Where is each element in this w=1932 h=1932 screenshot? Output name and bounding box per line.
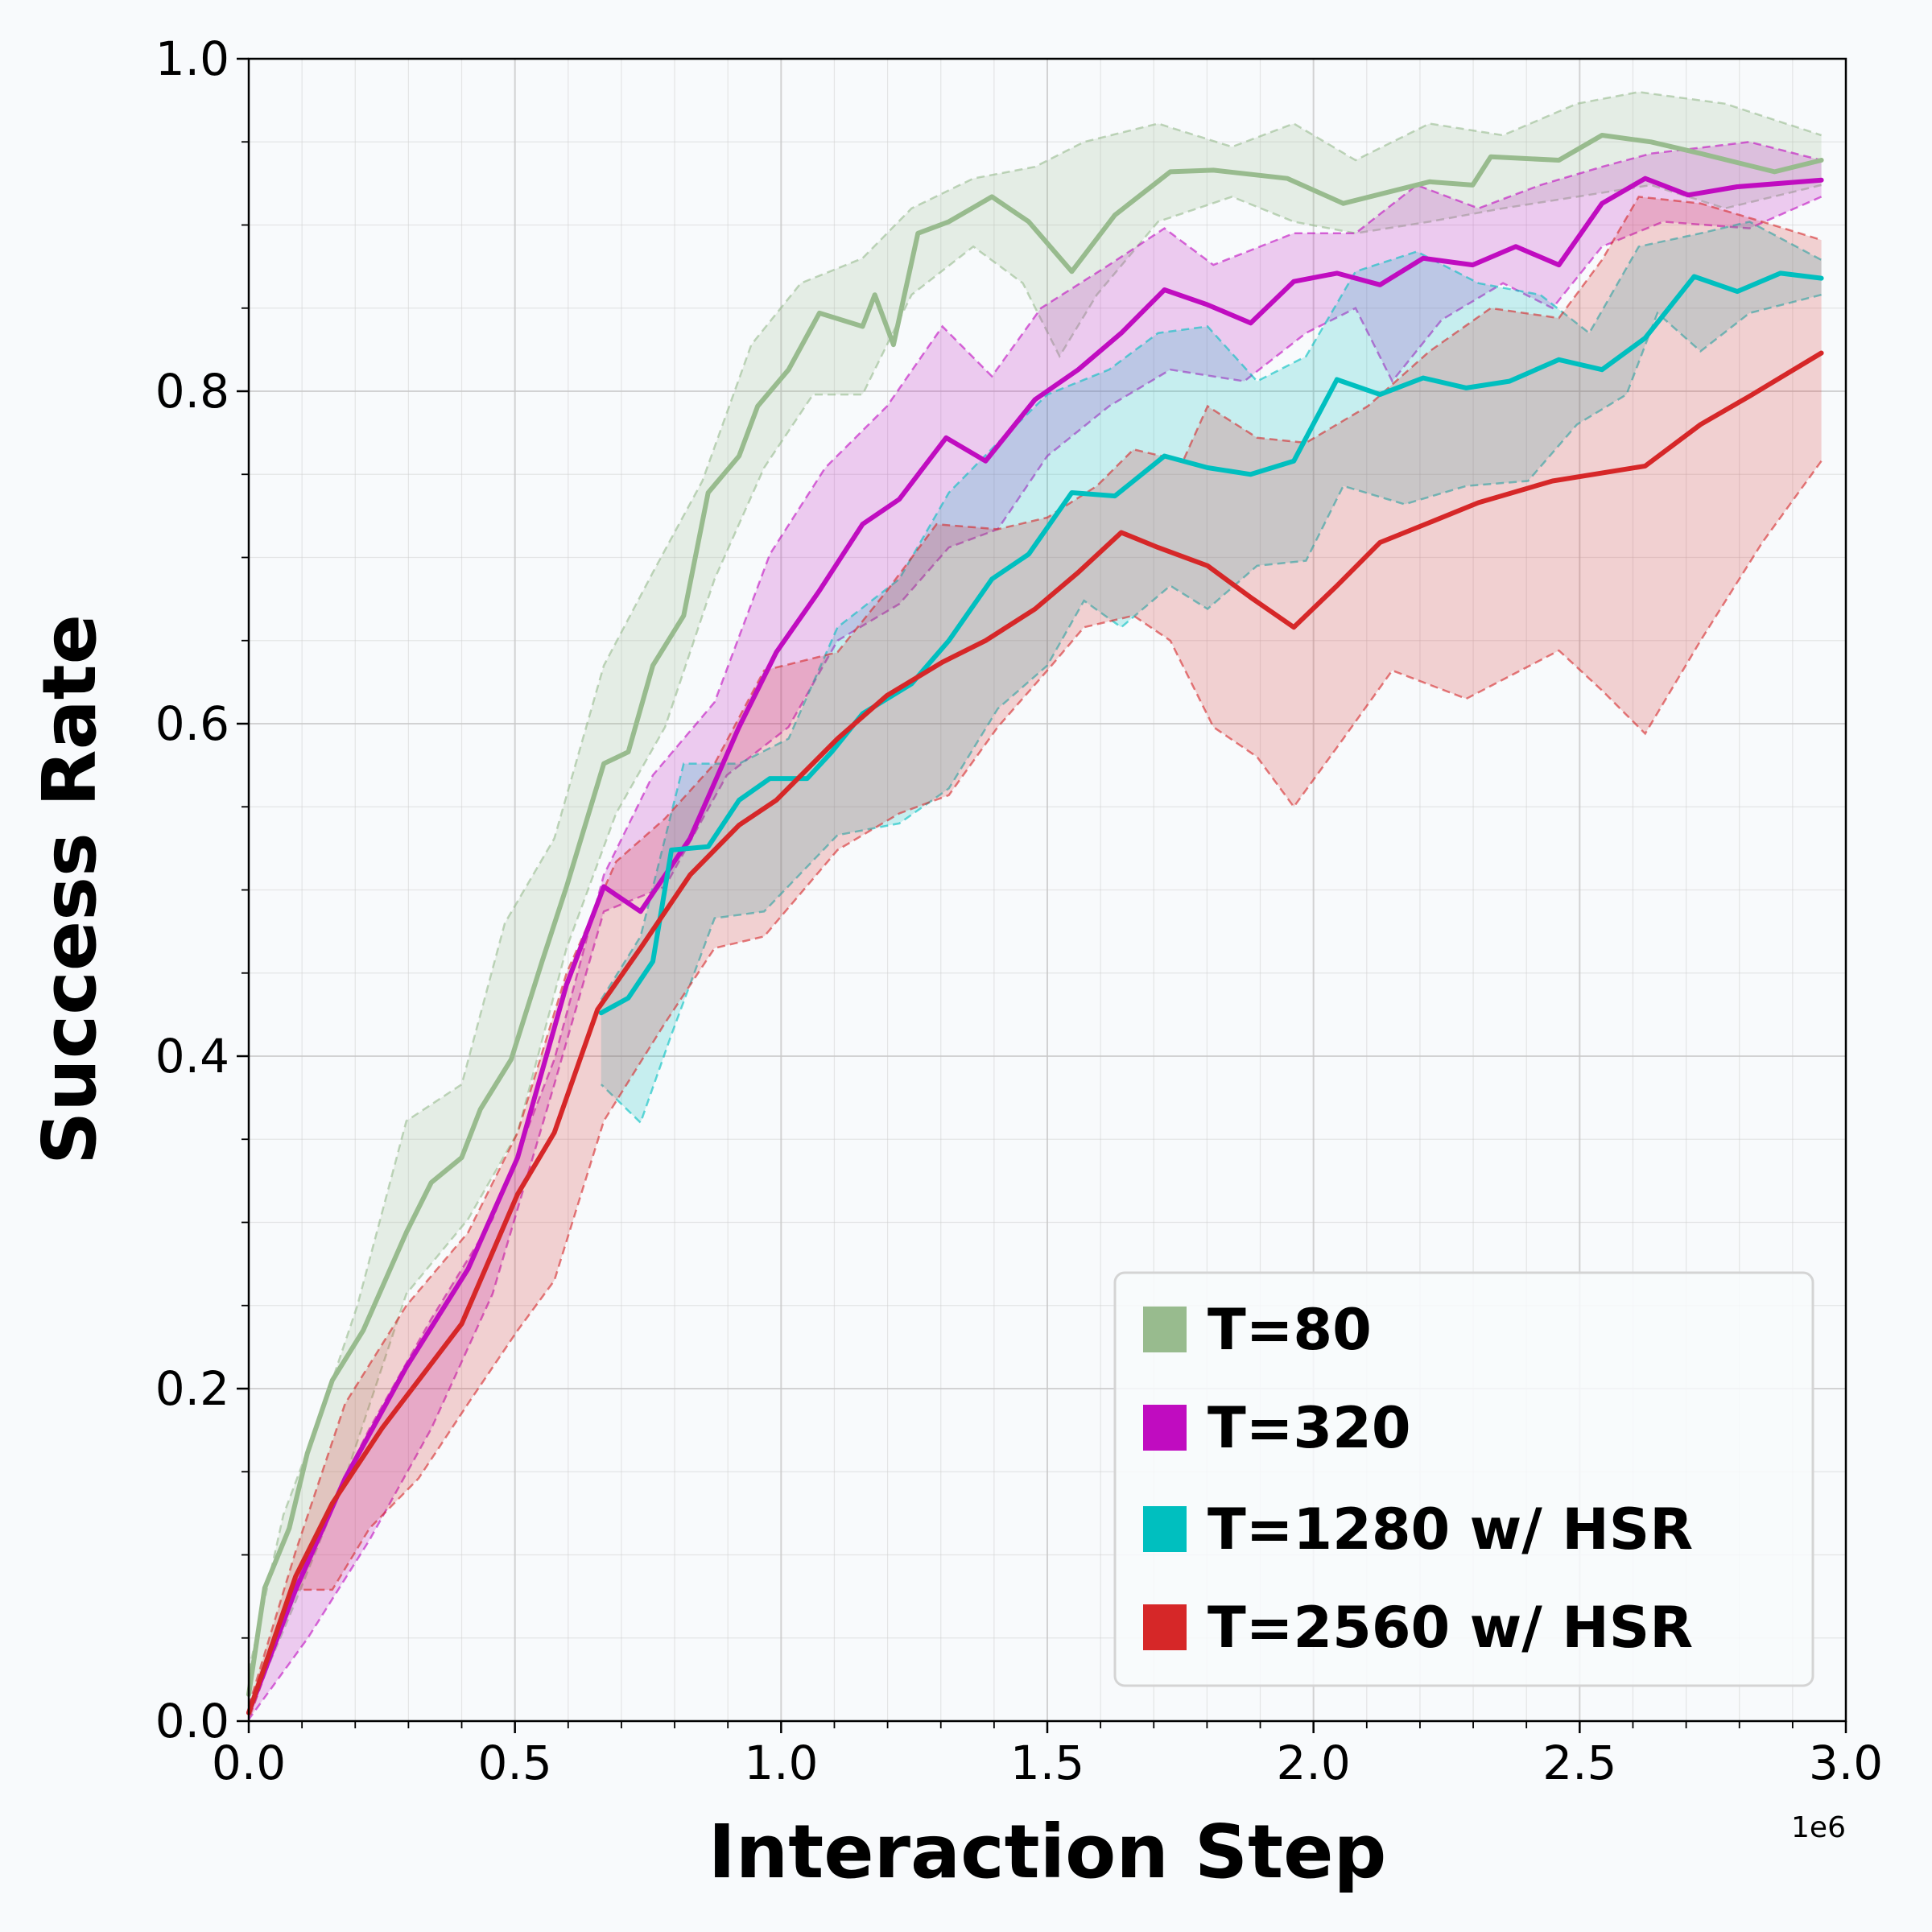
x-tick-label: 0.5 (478, 1736, 552, 1790)
legend-label-3: T=2560 w/ HSR (1208, 1595, 1693, 1661)
y-axis-label: Success Rate (27, 614, 113, 1165)
series-3-band (249, 196, 1822, 1719)
legend: T=80 T=320 T=1280 w/ HSR T=2560 w/ HSR (1113, 1271, 1814, 1687)
y-tick-label: 0.8 (155, 364, 229, 419)
legend-box (1113, 1271, 1814, 1687)
x-axis-label: Interaction Step (708, 1809, 1387, 1895)
legend-label-1: T=320 (1208, 1395, 1411, 1461)
y-tick-label: 1.0 (155, 31, 229, 86)
series-3-mean-line (246, 350, 1824, 1715)
x-tick-label: 2.0 (1277, 1736, 1351, 1790)
series-3-band-lower-edge (247, 460, 1823, 1720)
legend-swatch-0 (1143, 1307, 1187, 1352)
series-2-mean-line (598, 270, 1824, 1016)
legend-label-0: T=80 (1208, 1297, 1372, 1363)
series-1-band-upper-edge (247, 141, 1822, 1707)
series-0-band-lower-edge (247, 184, 1822, 1714)
axis-ticks: 0.0 0.5 1.0 1.5 2.0 2.5 3.0 0.0 0.2 0.4 0.6 0.8 1.0 (155, 31, 1883, 1790)
series-1-mean-line (246, 175, 1824, 1715)
series-2-band-lower-edge (600, 293, 1822, 1125)
y-tick-label: 0.2 (155, 1361, 229, 1416)
x-tick-label: 1.0 (744, 1736, 818, 1790)
x-tick-label: 2.5 (1542, 1736, 1616, 1790)
series-3-band-upper-edge (247, 196, 1822, 1707)
series-2-band (601, 221, 1822, 1123)
x-tick-label: 3.0 (1809, 1736, 1883, 1790)
series-0-mean-line (246, 133, 1824, 1697)
legend-swatch-3 (1143, 1604, 1187, 1650)
x-tick-label: 1.5 (1010, 1736, 1084, 1790)
x-tick-label: 0.0 (212, 1736, 286, 1790)
series-1-band-lower-edge (247, 196, 1823, 1720)
series-2-band-upper-edge (600, 221, 1823, 1001)
series-1-band (249, 142, 1822, 1719)
mean-lines (246, 133, 1824, 1715)
legend-label-2: T=1280 w/ HSR (1208, 1496, 1693, 1563)
series-0-band-upper-edge (247, 91, 1822, 1672)
legend-swatch-1 (1143, 1405, 1187, 1451)
x-offset-label: 1e6 (1791, 1811, 1846, 1844)
legend-swatch-2 (1143, 1506, 1187, 1552)
y-tick-label: 0.4 (155, 1029, 229, 1084)
y-tick-label: 0.6 (155, 696, 229, 751)
y-tick-label: 0.0 (155, 1694, 229, 1748)
